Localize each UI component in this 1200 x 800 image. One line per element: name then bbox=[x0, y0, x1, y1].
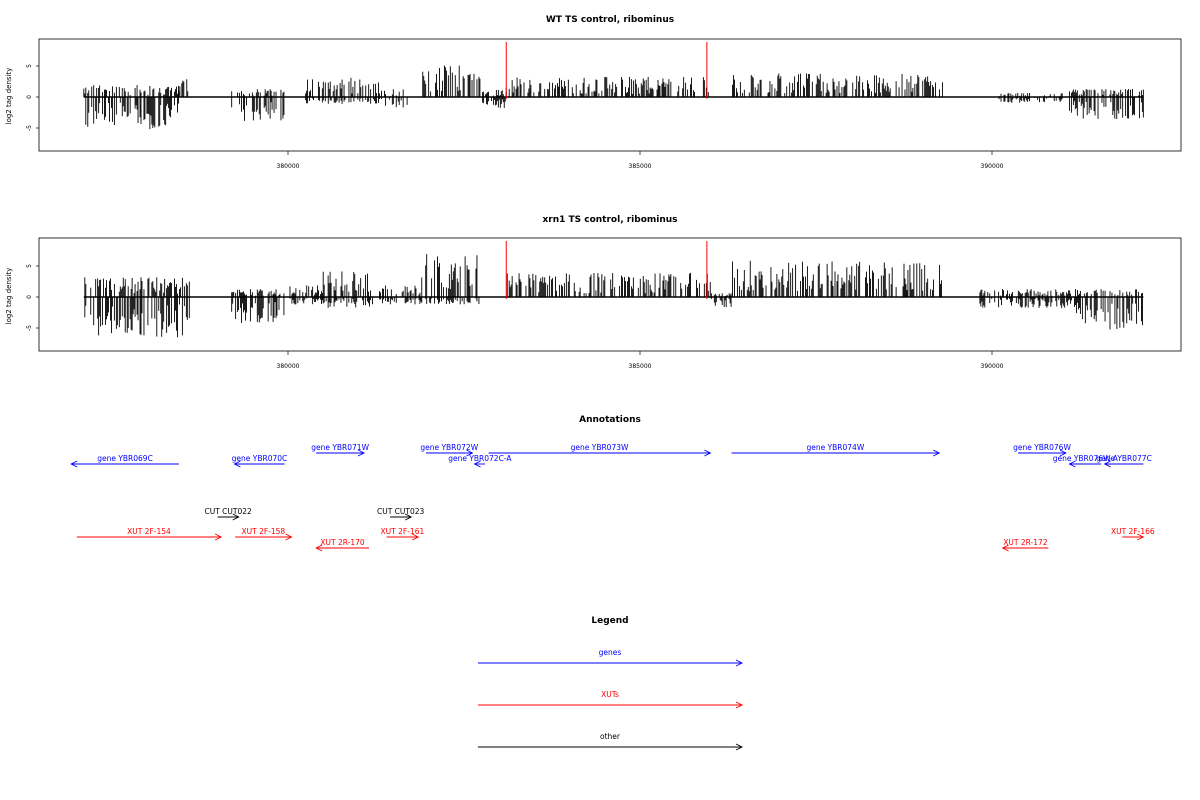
annotation-label: gene YBR076W-A bbox=[1053, 454, 1119, 463]
panel-wt-bars bbox=[83, 42, 1144, 130]
annotation-arrows: gene YBR069C gene YBR070C gene YBR071W gene… bbox=[70, 443, 1155, 552]
annotation-label: gene YBR072W bbox=[420, 443, 478, 452]
x-tick-label: 380000 bbox=[277, 363, 300, 370]
annotation-arrow-head bbox=[285, 533, 293, 541]
annotation-label: gene YBR070C bbox=[232, 454, 288, 463]
annotation-arrow-head bbox=[1137, 533, 1145, 541]
annotation-arrow-head bbox=[473, 460, 481, 468]
panel-wt-ylabel: log2 tag density bbox=[5, 68, 13, 125]
legend-label: genes bbox=[599, 648, 622, 657]
annotation-label: CUT CUT023 bbox=[377, 507, 425, 516]
x-tick-label: 390000 bbox=[981, 363, 1004, 370]
annotation-label: XUT 2F-158 bbox=[242, 527, 286, 536]
annotation-arrow-head bbox=[412, 533, 420, 541]
annotation-arrow-head bbox=[1001, 544, 1009, 552]
annotation-arrow-head bbox=[1068, 460, 1076, 468]
annotation-arrow-head bbox=[466, 449, 474, 457]
panel-xrn1-axes: -5 0 5 380000 385000 390000 bbox=[26, 264, 1004, 370]
x-tick-label: 390000 bbox=[981, 163, 1004, 170]
annotation-arrow-head bbox=[315, 544, 323, 552]
annotation-label: CUT CUT022 bbox=[204, 507, 252, 516]
y-tick-label: -5 bbox=[26, 125, 33, 131]
panel-wt-title: WT TS control, ribominus bbox=[546, 15, 674, 25]
annotation-arrow-head bbox=[1103, 460, 1111, 468]
annotation-arrow-head bbox=[357, 449, 366, 457]
panel-wt-frame bbox=[38, 38, 1182, 152]
annotation-label: XUT 2F-154 bbox=[127, 527, 171, 536]
annotation-arrow-head bbox=[232, 513, 240, 521]
panel-wt-axes: -5 0 5 380000 385000 390000 bbox=[26, 64, 1004, 170]
annotation-arrow-head bbox=[233, 460, 241, 468]
annotation-label: gene YBR073W bbox=[571, 443, 629, 452]
panel-xrn1-frame bbox=[38, 237, 1182, 352]
x-tick-label: 385000 bbox=[629, 363, 652, 370]
panel-xrn1-ylabel: log2 tag density bbox=[5, 268, 13, 325]
y-tick-label: 0 bbox=[26, 295, 33, 299]
x-tick-label: 380000 bbox=[277, 163, 300, 170]
annotation-label: gene YBR072C-A bbox=[448, 454, 512, 463]
panel-xrn1-title: xrn1 TS control, ribominus bbox=[542, 215, 677, 225]
legend-arrow-head bbox=[735, 743, 744, 751]
annotation-arrow-head bbox=[704, 449, 712, 457]
legend-arrow-head bbox=[735, 659, 744, 667]
legend-items: genes XUTs other bbox=[478, 648, 744, 751]
annotation-arrow-head bbox=[214, 533, 223, 541]
panel-wt: WT TS control, ribominus log2 tag densit… bbox=[5, 15, 1182, 170]
annotation-arrow-head bbox=[404, 513, 413, 521]
legend-label: XUTs bbox=[601, 690, 619, 699]
annotation-label: XUT 2F-166 bbox=[1111, 527, 1155, 536]
annotation-arrow-head bbox=[70, 460, 78, 468]
panel-xrn1: xrn1 TS control, ribominus log2 tag dens… bbox=[5, 215, 1182, 370]
annotations-track: Annotations gene YBR069C gene YBR070Cgene… bbox=[70, 415, 1155, 552]
y-tick-label: -5 bbox=[26, 325, 33, 331]
annotation-label: XUT 2R-170 bbox=[320, 538, 365, 547]
legend-arrow-head bbox=[735, 701, 744, 709]
annotation-label: XUT 2R-172 bbox=[1003, 538, 1048, 547]
annotation-label: gene YBR069C bbox=[97, 454, 153, 463]
y-tick-label: 5 bbox=[26, 264, 33, 268]
annotation-arrow-head bbox=[1059, 449, 1067, 457]
legend-label: other bbox=[600, 732, 621, 741]
x-tick-label: 385000 bbox=[629, 163, 652, 170]
y-tick-label: 5 bbox=[26, 64, 33, 68]
panel-xrn1-bars bbox=[83, 241, 1144, 338]
annotation-arrow-head bbox=[932, 449, 941, 457]
annotation-label: gene YBR074W bbox=[806, 443, 864, 452]
y-tick-label: 0 bbox=[26, 95, 33, 99]
annotation-label: gene YBR077C bbox=[1096, 454, 1152, 463]
annotations-title: Annotations bbox=[579, 415, 641, 425]
legend-title: Legend bbox=[591, 616, 628, 626]
annotation-label: gene YBR071W bbox=[311, 443, 369, 452]
annotation-label: XUT 2F-161 bbox=[381, 527, 425, 536]
annotation-label: gene YBR076W bbox=[1013, 443, 1071, 452]
legend: Legend genes XUTs other bbox=[478, 616, 744, 751]
